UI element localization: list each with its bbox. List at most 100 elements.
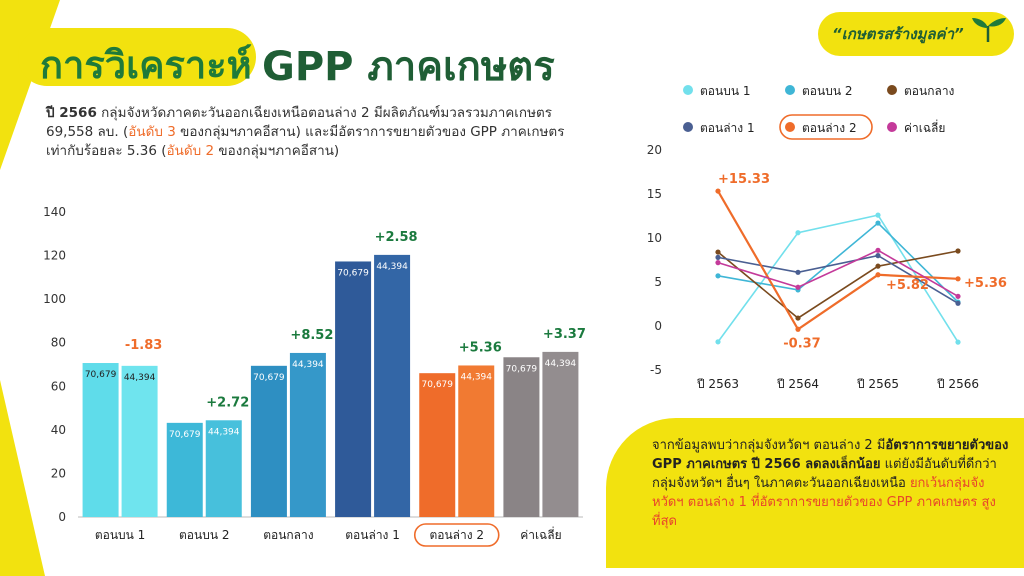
y-tick-label: -5 [650,363,662,377]
bar [335,261,372,517]
y-tick-label: 80 [51,336,66,350]
bar [82,363,119,517]
legend-marker [683,122,693,132]
bar [374,254,411,517]
bar [503,357,540,517]
data-point [795,230,801,236]
data-point [875,272,881,278]
y-tick-label: 0 [654,319,662,333]
bar-chart: 0 20 40 60 80 100 120 140 70,679 44,394 -1.83 ตอนบน… [43,205,586,547]
bar [250,365,287,517]
highlight-outline [413,523,500,547]
summary-paragraph: จากข้อมูลพบว่ากลุ่มจังหวัดฯ ตอนล่าง 2 มี… [652,436,1012,531]
intro-rank-2: อันดับ 2 [166,143,215,159]
title-pill [18,28,256,86]
summary-text-1: จากข้อมูลพบว่ากลุ่มจังหวัดฯ ตอนล่าง 2 มี [652,438,886,453]
y-tick-label: 0 [58,510,66,524]
data-point [715,249,721,255]
data-point [955,339,961,345]
bar-value-label: 44,394 [292,360,324,370]
sprout-icon [972,18,1006,43]
x-tick-label: ปี 2564 [776,377,819,391]
page-title: GPP ภาคเกษตร [262,44,555,90]
y-tick-label: 100 [43,292,66,306]
point-label: +5.82 [886,278,929,293]
summary-highlight: อัตราการขยายตัวของ GPP ภาคเกษตร ปี 2566 … [652,438,1009,472]
intro-text-2: ของกลุ่มฯภาคอีสาน) และมีอัตราการขยายตัวข… [46,124,565,159]
y-tick-label: 20 [647,143,662,157]
legend-label: ตอนบน 1 [700,84,750,98]
legend-label: ค่าเฉลี่ย [904,119,945,135]
bar-value-label: 70,679 [506,364,538,374]
data-point [795,326,801,332]
growth-label: +2.58 [375,230,418,245]
point-label: +5.36 [964,276,1007,291]
growth-label: +3.37 [543,327,586,342]
bar [458,365,495,517]
y-tick-label: 20 [51,466,66,480]
legend-label: ตอนบน 2 [802,84,852,98]
y-tick-label: 15 [647,187,662,201]
legend-label: ตอนล่าง 2 [802,121,857,135]
bar-value-label: 70,679 [337,268,369,278]
category-label: ตอนบน 2 [179,528,229,542]
intro-text-1: กลุ่มจังหวัดภาคตะวันออกเฉียงเหนือตอนล่าง… [46,105,553,140]
data-point [795,315,801,321]
legend-marker [887,85,897,95]
y-tick-label: 120 [43,249,66,263]
series-line [717,249,959,298]
y-tick-label: 140 [43,205,66,219]
bar-value-label: 70,679 [422,380,454,390]
brand-badge [818,12,1014,56]
bar [419,373,456,517]
x-tick-label: ปี 2565 [856,377,899,391]
bar-value-label: 70,679 [253,373,285,383]
legend-marker [785,122,795,132]
series-line [717,254,959,304]
data-point [715,188,721,194]
bar [542,351,579,517]
bar [289,352,326,517]
point-label: +15.33 [718,172,770,187]
bar-value-label: 70,679 [85,370,117,380]
summary-text-2: แต่ยังมีอันดับที่ดีกว่ากลุ่มจังหวัดฯ อื่… [652,457,997,491]
data-point [875,247,881,253]
data-point [715,273,721,279]
bar-value-label: 44,394 [208,427,240,437]
x-tick-label: ปี 2563 [696,377,739,391]
bar-value-label: 44,394 [545,359,577,369]
intro-year: ปี 2566 [46,105,97,121]
category-label: ตอนล่าง 1 [345,528,400,542]
category-label: ตอนบน 1 [95,528,145,542]
bar-value-label: 44,394 [376,262,408,272]
point-label: -0.37 [783,336,820,351]
title-thai: การวิเคราะห์ [40,43,252,87]
legend-marker [887,122,897,132]
x-tick-label: ปี 2566 [936,377,979,391]
growth-label: +2.72 [206,395,249,410]
legend-marker [785,85,795,95]
bar [166,422,203,517]
legend-highlight [779,114,873,140]
growth-label: +5.36 [459,340,502,355]
intro-rank-1: อันดับ 3 [128,124,176,140]
data-point [955,248,961,254]
data-point [715,254,721,260]
category-label: ตอนล่าง 2 [429,528,484,542]
data-point [795,284,801,290]
legend-label: ตอนกลาง [904,84,954,98]
legend-label: ตอนล่าง 1 [700,121,755,135]
intro-text-3: ของกลุ่มฯภาคอีสาน) [214,143,340,159]
series-line [717,221,959,303]
data-point [875,212,881,218]
data-point [715,339,721,345]
y-tick-label: 10 [647,231,662,245]
data-point [875,220,881,226]
category-label: ค่าเฉลี่ย [520,526,561,542]
growth-label: -1.83 [125,338,162,353]
intro-paragraph: ปี 2566 กลุ่มจังหวัดภาคตะวันออกเฉียงเหนื… [46,104,586,161]
brand-slogan: “เกษตรสร้างมูลค่า” [832,25,964,43]
data-point [955,276,961,282]
y-tick-label: 40 [51,423,66,437]
